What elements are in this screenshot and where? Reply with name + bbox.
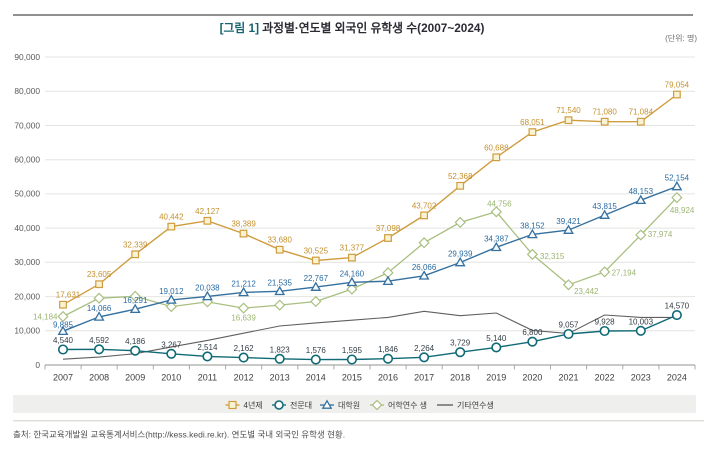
- svg-text:2013: 2013: [270, 373, 290, 383]
- svg-text:70,000: 70,000: [14, 120, 40, 130]
- svg-text:22,767: 22,767: [304, 274, 329, 283]
- svg-text:23,442: 23,442: [574, 287, 599, 296]
- svg-text:2024: 2024: [667, 373, 687, 383]
- svg-text:2022: 2022: [595, 373, 615, 383]
- svg-text:4,592: 4,592: [89, 336, 110, 345]
- svg-text:2019: 2019: [486, 373, 506, 383]
- svg-text:38,152: 38,152: [520, 221, 545, 230]
- svg-text:2023: 2023: [631, 373, 651, 383]
- svg-text:2010: 2010: [161, 373, 181, 383]
- svg-text:14,184: 14,184: [33, 312, 58, 321]
- svg-text:90,000: 90,000: [14, 52, 40, 62]
- svg-text:68,051: 68,051: [520, 118, 545, 127]
- svg-text:37,098: 37,098: [376, 224, 401, 233]
- svg-text:40,000: 40,000: [14, 223, 40, 233]
- svg-text:44,756: 44,756: [487, 199, 512, 208]
- svg-text:1,846: 1,846: [378, 345, 399, 354]
- svg-text:5,140: 5,140: [486, 334, 507, 343]
- svg-text:21,535: 21,535: [267, 278, 292, 287]
- svg-text:2,514: 2,514: [197, 343, 218, 352]
- svg-text:30,525: 30,525: [304, 247, 329, 256]
- svg-text:2011: 2011: [198, 373, 217, 383]
- svg-text:60,000: 60,000: [14, 155, 40, 165]
- svg-text:27,194: 27,194: [612, 268, 637, 277]
- svg-text:1,576: 1,576: [306, 346, 327, 355]
- svg-text:19,012: 19,012: [159, 287, 184, 296]
- svg-text:2,162: 2,162: [234, 344, 255, 353]
- svg-text:31,377: 31,377: [340, 244, 365, 253]
- svg-text:43,702: 43,702: [412, 201, 437, 210]
- svg-text:42,127: 42,127: [195, 207, 220, 216]
- svg-text:16,639: 16,639: [231, 314, 256, 323]
- svg-text:71,084: 71,084: [629, 108, 654, 117]
- svg-text:(단위: 명): (단위: 명): [665, 33, 697, 43]
- svg-text:10,000: 10,000: [14, 326, 40, 336]
- svg-text:32,315: 32,315: [540, 252, 565, 261]
- svg-text:14,066: 14,066: [87, 304, 112, 313]
- svg-text:2015: 2015: [342, 373, 362, 383]
- svg-text:9,057: 9,057: [558, 321, 579, 330]
- svg-text:0: 0: [35, 360, 40, 370]
- svg-text:33,680: 33,680: [267, 236, 292, 245]
- svg-text:출처: 한국교육개발원 교육통계서비스(http://kes: 출처: 한국교육개발원 교육통계서비스(http://kess.kedi.re.…: [13, 430, 345, 440]
- svg-text:32,339: 32,339: [123, 240, 148, 249]
- svg-text:79,054: 79,054: [665, 81, 690, 90]
- svg-text:어학연수 생: 어학연수 생: [388, 400, 427, 410]
- svg-text:39,421: 39,421: [556, 217, 581, 226]
- svg-text:71,080: 71,080: [592, 108, 617, 117]
- svg-text:2012: 2012: [234, 373, 254, 383]
- svg-text:3,267: 3,267: [161, 340, 182, 349]
- svg-text:23,605: 23,605: [87, 270, 112, 279]
- svg-text:전문대: 전문대: [290, 400, 312, 410]
- svg-text:2018: 2018: [450, 373, 470, 383]
- svg-text:3,729: 3,729: [450, 339, 471, 348]
- svg-text:38,389: 38,389: [231, 220, 256, 229]
- svg-text:4년제: 4년제: [244, 400, 263, 410]
- svg-text:9,885: 9,885: [53, 321, 74, 330]
- svg-text:14,570: 14,570: [665, 302, 690, 311]
- svg-text:4,540: 4,540: [53, 336, 74, 345]
- svg-text:71,540: 71,540: [556, 106, 581, 115]
- svg-text:4,186: 4,186: [125, 337, 146, 346]
- svg-text:2,264: 2,264: [414, 344, 435, 353]
- svg-text:[그림 1] 과정별·연도별 외국인 유학생 수(2007: [그림 1] 과정별·연도별 외국인 유학생 수(2007~2024): [220, 21, 485, 35]
- svg-text:52,368: 52,368: [448, 172, 473, 181]
- svg-text:2014: 2014: [306, 373, 326, 383]
- svg-text:6,800: 6,800: [522, 328, 543, 337]
- svg-text:2017: 2017: [414, 373, 434, 383]
- svg-text:34,387: 34,387: [484, 234, 509, 243]
- svg-text:17,631: 17,631: [56, 291, 81, 300]
- svg-text:1,823: 1,823: [270, 345, 291, 354]
- svg-text:48,924: 48,924: [670, 206, 695, 215]
- svg-text:1,595: 1,595: [342, 346, 363, 355]
- svg-text:2007: 2007: [53, 373, 73, 383]
- svg-text:20,038: 20,038: [195, 283, 220, 292]
- svg-text:기타연수생: 기타연수생: [457, 400, 494, 410]
- svg-text:24,160: 24,160: [340, 269, 365, 278]
- svg-text:48,153: 48,153: [629, 187, 654, 196]
- svg-text:2021: 2021: [558, 373, 578, 383]
- svg-text:29,939: 29,939: [448, 250, 473, 259]
- svg-text:52,154: 52,154: [665, 174, 690, 183]
- svg-text:16,291: 16,291: [123, 296, 148, 305]
- svg-text:대학원: 대학원: [338, 400, 360, 410]
- svg-text:40,442: 40,442: [159, 213, 184, 222]
- svg-text:43,815: 43,815: [592, 202, 617, 211]
- svg-text:30,000: 30,000: [14, 257, 40, 267]
- svg-text:20,000: 20,000: [14, 291, 40, 301]
- svg-text:50,000: 50,000: [14, 189, 40, 199]
- svg-text:26,066: 26,066: [412, 263, 437, 272]
- svg-text:10,003: 10,003: [629, 317, 654, 326]
- svg-text:21,212: 21,212: [231, 279, 256, 288]
- svg-text:2016: 2016: [378, 373, 398, 383]
- svg-text:9,928: 9,928: [595, 318, 616, 327]
- svg-text:2020: 2020: [522, 373, 542, 383]
- svg-text:2009: 2009: [125, 373, 145, 383]
- svg-text:80,000: 80,000: [14, 86, 40, 96]
- svg-text:2008: 2008: [89, 373, 109, 383]
- svg-text:37,974: 37,974: [648, 230, 673, 239]
- svg-text:60,688: 60,688: [484, 143, 509, 152]
